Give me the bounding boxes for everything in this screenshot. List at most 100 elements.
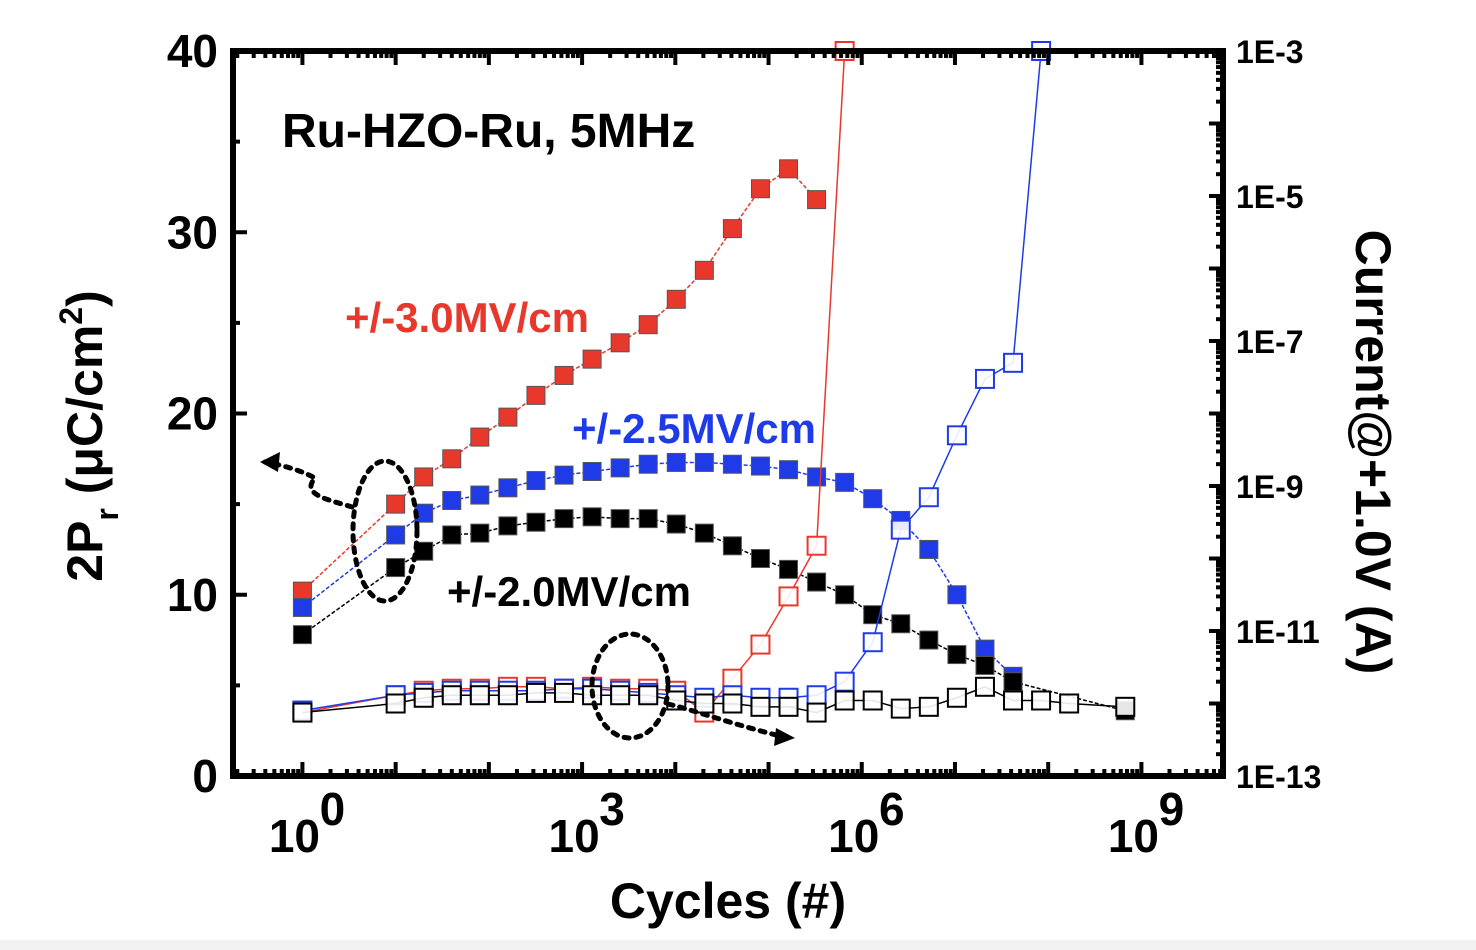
data-point [835,472,855,492]
data-point [554,465,574,485]
y-axis-title-sub: r [89,508,125,520]
data-point [862,632,883,653]
y-tick-label: 30 [167,206,218,258]
data-point [890,519,911,540]
data-point [470,485,490,505]
data-point [694,523,714,543]
data-point [722,668,743,689]
data-point [497,685,518,706]
data-point [834,690,855,711]
y2-tick-label: 1E-3 [1236,34,1304,70]
data-point [441,685,462,706]
data-point [292,581,312,601]
data-point [498,478,518,498]
right-axis-group-ellipse [589,631,671,741]
data-point [694,452,714,472]
data-point [638,685,659,706]
data-point [610,685,631,706]
data-point [1031,690,1052,711]
data-point [806,702,827,723]
data-point [946,687,967,708]
data-point [862,690,883,711]
ticks-layer [233,49,1223,778]
annotation-2-0: +/-2.0MV/cm [447,568,691,615]
data-point [779,460,799,480]
bottom-strip [0,940,1476,950]
y-tick-label: 10 [167,569,218,621]
data-point [386,525,406,545]
data-point [666,289,686,309]
data-point [292,597,312,617]
data-point [694,260,714,280]
y-tick-label: 0 [192,750,218,802]
data-point [526,385,546,405]
data-point [1059,693,1080,714]
data-point [582,349,602,369]
left-axis-group-ellipse [350,458,420,604]
y-axis-title-sup: 2 [53,307,89,325]
data-point [807,190,827,210]
y-axis-title-rest: (μC/cm [57,325,113,508]
data-point [750,179,770,199]
data-point [919,630,939,650]
data-point [292,625,312,645]
data-point [722,536,742,556]
data-point [610,458,630,478]
data-point [554,509,574,529]
data-point [779,559,799,579]
data-point [974,676,995,697]
data-point [469,685,490,706]
data-point [1115,696,1136,717]
data-point [1003,672,1023,692]
y-tick-label: 20 [167,388,218,440]
data-point [891,614,911,634]
series-layer [292,41,1136,723]
chart-title: Ru-HZO-Ru, 5MHz [282,105,695,158]
data-point [554,682,575,703]
x-tick-label-exponent: 6 [879,783,905,835]
data-point [414,541,434,561]
data-point [975,655,995,675]
data-point [750,549,770,568]
y2-tick-label: 1E-11 [1236,614,1320,650]
data-point [414,467,434,487]
y2-tick-label: 1E-13 [1236,759,1321,795]
data-point [779,159,799,179]
data-point [292,702,313,723]
data-point [750,696,771,717]
data-point [778,696,799,717]
data-point [807,467,827,487]
data-point [750,634,771,655]
annotation-3-0: +/-3.0MV/cm [345,294,589,341]
data-point [807,572,827,592]
labels-layer: 1001031061090102030401E-131E-111E-91E-71… [167,25,1322,862]
data-point [554,365,574,385]
data-point [722,693,743,714]
data-point [863,605,883,625]
right-axis-arrow [665,701,783,739]
data-point [610,509,630,529]
data-point [918,696,939,717]
data-point [834,671,855,692]
x-tick-label: 10 [828,810,879,862]
x-tick-label: 10 [1108,810,1159,862]
data-point [525,682,546,703]
data-point [778,586,799,607]
data-point [638,509,658,529]
data-point [975,639,995,659]
data-point [863,489,883,509]
data-point [806,535,827,556]
y-axis-title: 2Pr (μC/cm2) [53,290,125,581]
right-axis-arrowhead [774,728,795,746]
data-point [526,512,546,532]
data-point [526,471,546,491]
data-point [835,585,855,605]
x-tick-label-exponent: 0 [320,783,346,835]
y2-tick-label: 1E-9 [1236,469,1304,505]
data-point [498,516,518,536]
data-point [582,507,602,527]
y-tick-label: 40 [167,25,218,77]
data-point [666,452,686,472]
data-point [638,315,658,335]
